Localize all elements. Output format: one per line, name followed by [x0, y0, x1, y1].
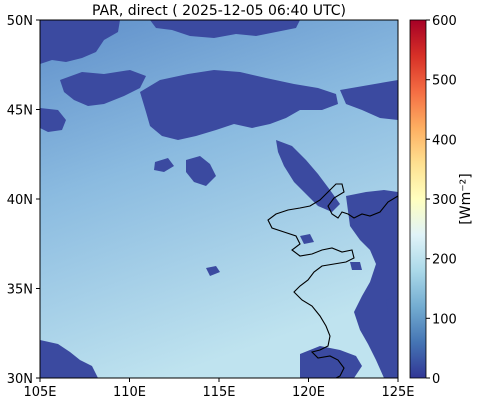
- y-axis: 50N 45N 40N 35N 30N: [7, 14, 40, 387]
- cloud-fleck: [186, 156, 216, 186]
- y-tick-label: 35N: [7, 283, 33, 298]
- colorbar-tick-label: 200: [432, 253, 457, 268]
- cloud-region-coast: [276, 140, 340, 212]
- x-tick-label: 105E: [23, 385, 56, 400]
- colorbar-tick-label: 0: [432, 372, 440, 387]
- cloud-fleck: [350, 262, 362, 270]
- cloud-region-west-edge: [40, 108, 66, 132]
- cloud-fleck: [206, 266, 220, 276]
- x-tick-label: 110E: [113, 385, 146, 400]
- colorbar-tick-label: 100: [432, 312, 457, 327]
- cloud-fleck: [154, 158, 174, 172]
- cloud-region-south-east: [300, 346, 362, 378]
- cloud-region-north-top: [150, 20, 300, 38]
- y-tick-label: 30N: [7, 372, 33, 387]
- colorbar: 600 500 400 300 200 100 0 [Wm⁻²]: [409, 14, 474, 387]
- y-tick-label: 50N: [7, 14, 33, 29]
- map-title: PAR, direct ( 2025-12-05 06:40 UTC): [92, 3, 346, 19]
- cloud-fleck: [386, 296, 398, 312]
- cloud-regions: [40, 20, 398, 378]
- x-tick-label: 115E: [202, 385, 235, 400]
- cloud-region-east-edge: [340, 80, 398, 120]
- map-panel: [40, 20, 398, 378]
- x-tick-label: 125E: [381, 385, 414, 400]
- colorbar-tick-label: 300: [432, 193, 457, 208]
- cloud-region-west-band: [60, 70, 146, 106]
- colorbar-unit-label: [Wm⁻²]: [458, 173, 474, 224]
- coastline: [267, 183, 398, 378]
- colorbar-tick-label: 500: [432, 74, 457, 89]
- y-tick-label: 40N: [7, 193, 33, 208]
- x-axis: 105E 110E 115E 120E 125E: [23, 378, 415, 400]
- cloud-region-band-45n: [140, 70, 338, 140]
- cloud-region-north-west: [40, 20, 120, 64]
- cloud-region-south-west: [40, 340, 98, 378]
- cloud-region-east-strip: [346, 190, 398, 378]
- colorbar-tick-label: 600: [432, 14, 457, 29]
- y-tick-label: 45N: [7, 104, 33, 119]
- x-tick-label: 120E: [292, 385, 325, 400]
- cloud-fleck: [300, 234, 314, 244]
- colorbar-gradient: [409, 19, 427, 379]
- colorbar-tick-label: 400: [432, 133, 457, 148]
